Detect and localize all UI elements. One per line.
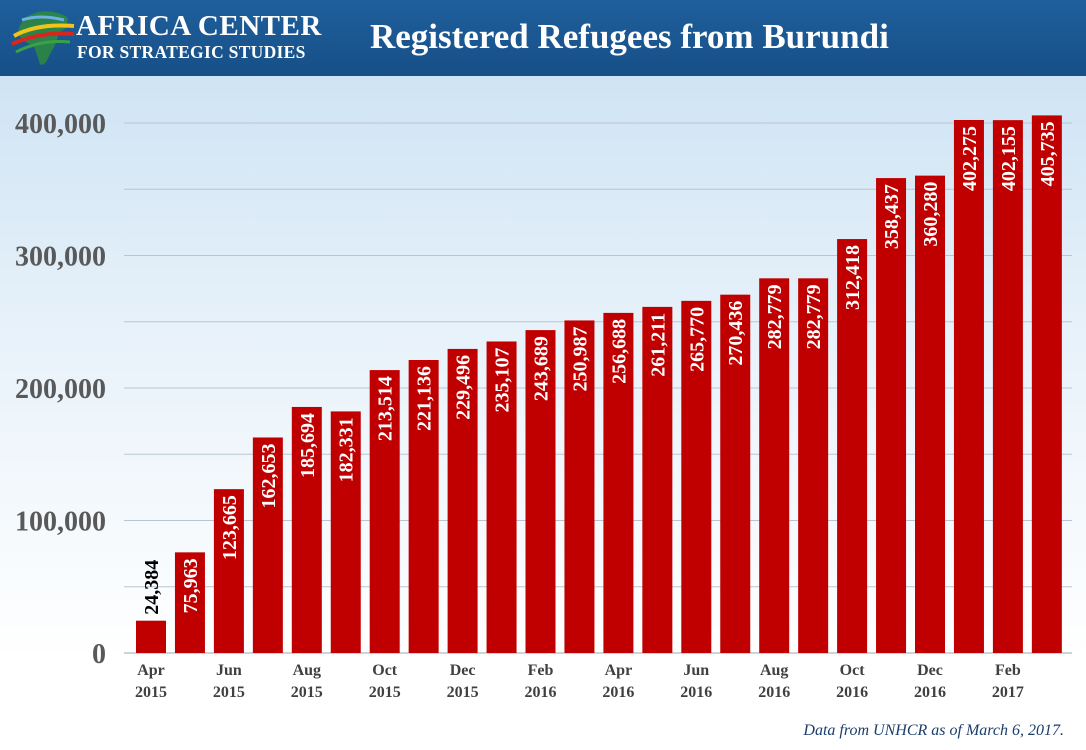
bar [369,370,400,653]
bar [681,300,712,653]
x-tick-month: Dec [917,662,943,679]
x-tick-month: Dec [450,662,476,679]
bar [1031,115,1062,653]
bar [408,359,439,653]
header-banner: AFRICA CENTER FOR STRATEGIC STUDIES Regi… [0,0,1086,76]
x-tick-month: Apr [605,662,633,679]
bar-value-label: 162,653 [258,443,280,508]
x-tick-month: Aug [760,662,788,679]
x-tick-year: 2016 [680,684,712,701]
source-note: Data from UNHCR as of March 6, 2017. [803,722,1064,739]
x-tick-month: Aug [293,662,321,679]
bar-value-label: 402,275 [959,126,981,191]
x-tick-month: Jun [216,662,242,679]
bar [525,330,556,653]
bar-value-label: 270,436 [725,301,747,366]
bar [252,437,283,653]
bar [992,120,1023,653]
bar [915,175,945,653]
x-tick-year: 2015 [369,684,401,701]
x-tick-month: Feb [528,662,554,679]
bar [291,406,322,653]
org-name-line1: AFRICA CENTER [76,10,322,42]
bar-value-label: 24,384 [141,560,163,615]
y-tick-label: 300,000 [15,242,106,273]
africa-map-logo-icon [11,11,75,65]
bar [798,278,829,653]
x-tick-month: Oct [372,662,398,679]
y-tick-label: 0 [92,639,106,670]
x-tick-year: 2017 [992,684,1024,701]
bar-value-label: 250,987 [569,326,591,391]
bar [953,119,984,654]
bar-value-label: 213,514 [375,376,397,441]
bar [564,320,595,653]
x-tick-year: 2015 [291,684,323,701]
x-tick-year: 2016 [525,684,557,701]
bar-value-label: 185,694 [297,413,319,478]
x-tick-year: 2016 [836,684,868,701]
x-tick-month: Apr [137,662,165,679]
bar-value-label: 261,211 [647,313,669,377]
x-tick-year: 2016 [758,684,790,701]
bar-value-label: 75,963 [180,558,202,613]
bar-value-label: 312,418 [842,245,864,310]
bar-value-label: 265,770 [686,307,708,372]
x-tick-year: 2016 [914,684,946,701]
x-tick-year: 2015 [213,684,245,701]
x-tick-year: 2016 [602,684,634,701]
bar-value-label: 360,280 [920,182,942,247]
bar-value-label: 123,665 [219,495,241,560]
bar [837,239,868,653]
x-tick-year: 2015 [135,684,167,701]
bar [213,489,244,653]
y-tick-label: 400,000 [15,109,106,140]
bar [447,348,478,653]
bar-value-label: 405,735 [1037,121,1059,186]
bar-value-label: 358,437 [881,184,903,249]
bar-value-label: 243,689 [531,336,553,401]
bar-value-label: 282,779 [764,284,786,349]
bar-value-label: 182,331 [336,417,358,482]
bar [174,552,205,653]
bar [876,178,907,653]
bar-value-label: 229,496 [453,355,475,420]
bar-value-label: 402,155 [998,126,1020,191]
bar-value-label: 282,779 [803,284,825,349]
y-tick-label: 200,000 [15,374,106,405]
x-tick-month: Feb [995,662,1021,679]
bar [720,294,751,653]
bar-value-label: 221,136 [414,366,436,431]
x-tick-month: Jun [683,662,709,679]
bar [603,312,634,653]
bar [136,620,166,653]
bar [486,341,517,653]
x-tick-month: Oct [840,662,866,679]
bar-value-label: 256,688 [608,319,630,384]
bar [330,411,361,653]
bar [642,306,673,653]
bar-value-label: 235,107 [492,347,514,412]
org-name-line2: FOR STRATEGIC STUDIES [77,42,306,62]
x-tick-year: 2015 [447,684,479,701]
bar [759,278,790,653]
y-tick-label: 100,000 [15,507,106,538]
chart-title: Registered Refugees from Burundi [370,17,889,56]
